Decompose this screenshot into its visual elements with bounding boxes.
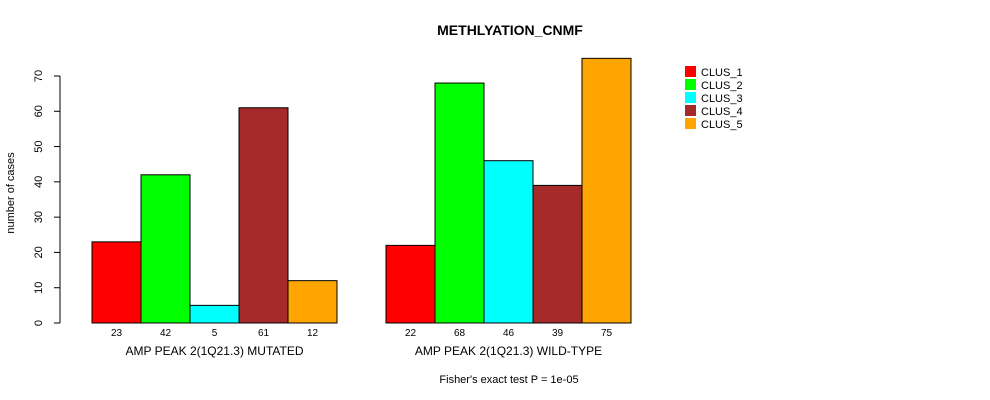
y-tick-label: 50 xyxy=(33,140,45,152)
legend-label: CLUS_1 xyxy=(701,67,743,79)
group-labels: AMP PEAK 2(1Q21.3) MUTATED AMP PEAK 2(1Q2… xyxy=(125,344,602,358)
count-labels: 23 42 5 61 12 22 68 46 39 75 xyxy=(111,328,613,339)
count-label: 5 xyxy=(212,328,218,339)
legend-swatch xyxy=(685,92,696,103)
group-label: AMP PEAK 2(1Q21.3) MUTATED xyxy=(125,344,303,358)
y-axis-label: number of cases xyxy=(5,152,17,234)
count-label: 39 xyxy=(552,328,564,339)
bar-clus-4-group-1 xyxy=(238,107,289,324)
count-label: 42 xyxy=(160,328,172,339)
bar-clus-4-group-2 xyxy=(532,184,583,324)
bar-clus-3-group-1 xyxy=(189,304,240,324)
bar-clus-1-group-1 xyxy=(91,241,142,324)
y-tick-label: 20 xyxy=(33,246,45,258)
count-label: 12 xyxy=(307,328,319,339)
count-label: 22 xyxy=(405,328,417,339)
legend-swatch xyxy=(685,118,696,129)
bar-clus-2-group-1 xyxy=(140,174,191,324)
y-axis: 0 10 20 30 40 50 60 70 xyxy=(33,70,61,326)
bar-clus-5-group-1 xyxy=(287,280,338,324)
count-label: 46 xyxy=(503,328,515,339)
bar-clus-5-group-2 xyxy=(581,57,632,324)
legend-label: CLUS_5 xyxy=(701,119,743,131)
fisher-test-footnote: Fisher's exact test P = 1e-05 xyxy=(439,374,578,386)
y-tick-label: 40 xyxy=(33,176,45,188)
count-label: 61 xyxy=(258,328,270,339)
count-label: 68 xyxy=(454,328,466,339)
count-label: 23 xyxy=(111,328,123,339)
y-tick-label: 10 xyxy=(33,282,45,294)
y-tick-label: 30 xyxy=(33,211,45,223)
bars xyxy=(91,57,632,324)
legend-swatch xyxy=(685,105,696,116)
bar-clus-2-group-2 xyxy=(434,82,485,324)
legend-swatch xyxy=(685,66,696,77)
chart-title: METHLYATION_CNMF xyxy=(437,22,583,38)
y-tick-label: 60 xyxy=(33,105,45,117)
legend-label: CLUS_2 xyxy=(701,80,743,92)
count-label: 75 xyxy=(601,328,613,339)
y-tick-label: 70 xyxy=(33,70,45,82)
legend-label: CLUS_4 xyxy=(701,106,743,118)
legend-swatch xyxy=(685,79,696,90)
y-tick-label: 0 xyxy=(33,320,45,326)
bar-clus-3-group-2 xyxy=(483,160,534,324)
legend-label: CLUS_3 xyxy=(701,93,743,105)
bar-clus-1-group-2 xyxy=(385,244,436,324)
group-label: AMP PEAK 2(1Q21.3) WILD-TYPE xyxy=(415,344,602,358)
